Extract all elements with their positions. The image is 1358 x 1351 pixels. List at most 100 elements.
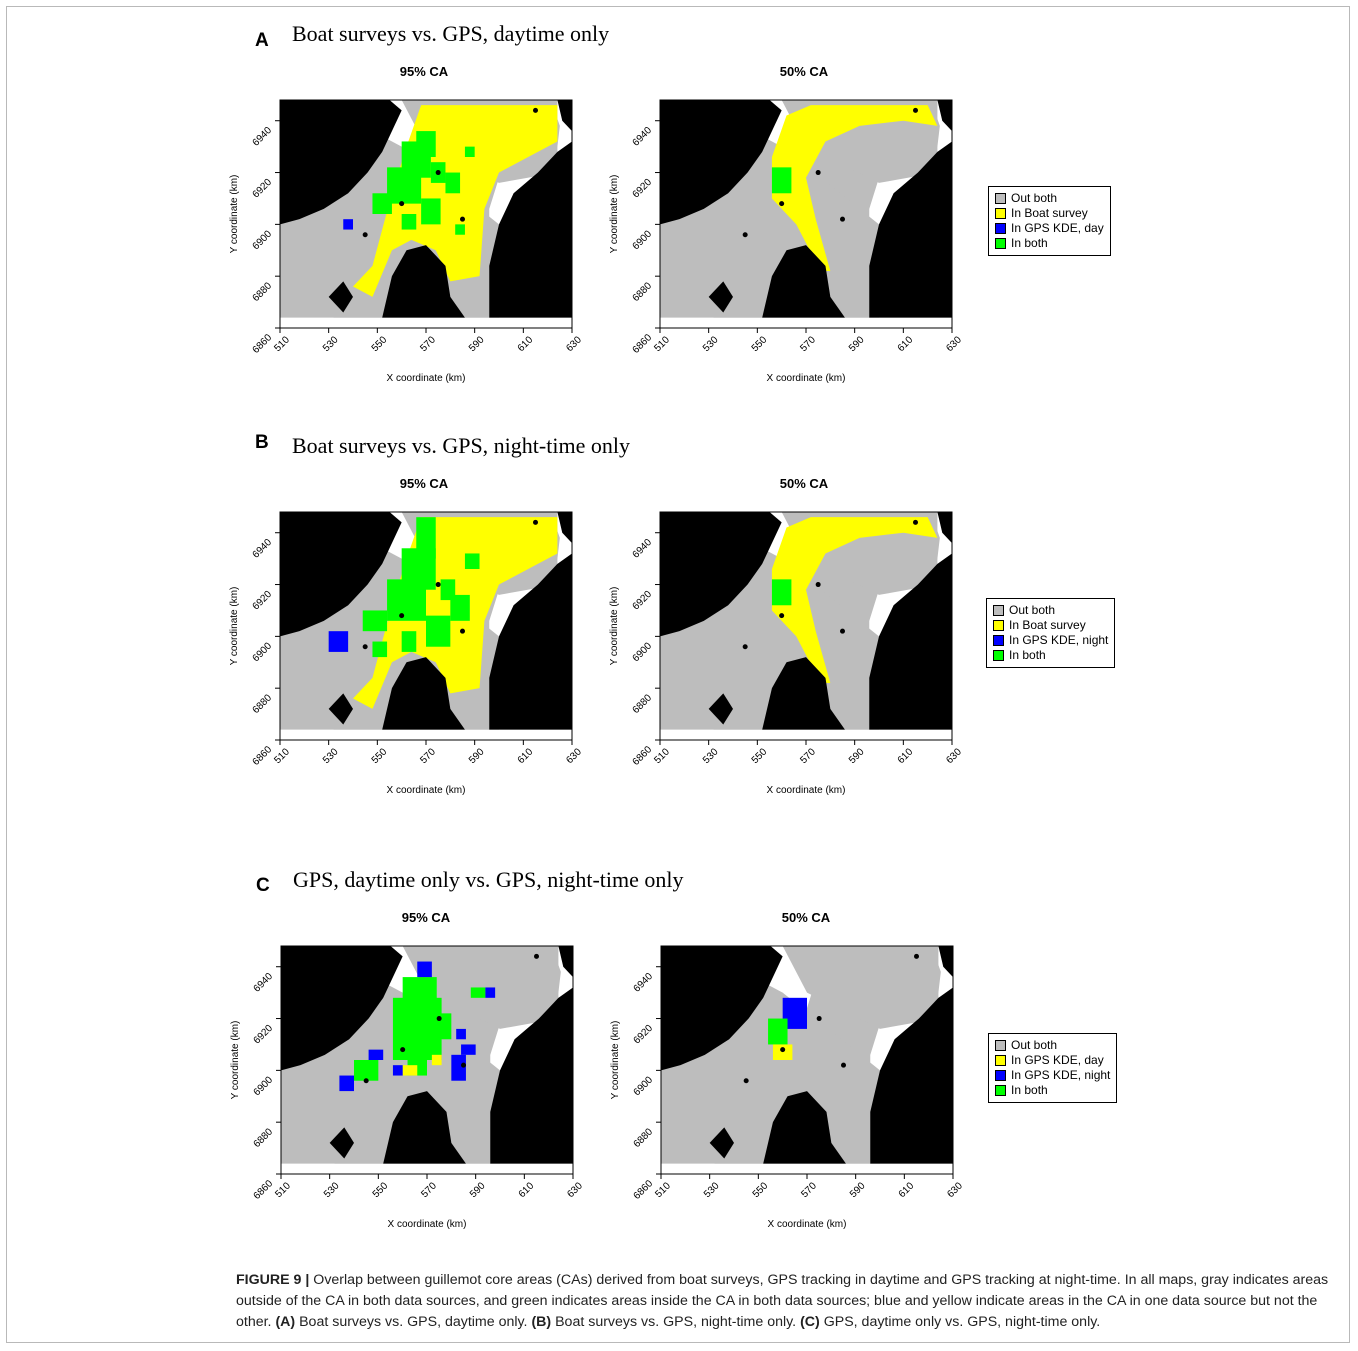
legend-swatch [995, 193, 1006, 204]
x-tick-label: 550 [750, 746, 770, 766]
in-both-cell [771, 579, 792, 606]
x-tick-label: 630 [944, 334, 964, 354]
gps-night-cell [368, 1049, 384, 1060]
land-mass [869, 553, 952, 730]
land-mass [763, 1091, 846, 1164]
x-tick-label: 610 [896, 746, 916, 766]
x-tick-label: 630 [944, 746, 964, 766]
gps-day-cell [431, 1054, 442, 1066]
island [779, 613, 785, 619]
x-axis-label: X coordinate (km) [767, 785, 846, 796]
x-axis-label: X coordinate (km) [387, 373, 466, 384]
y-axis-label: Y coordinate (km) [229, 587, 240, 666]
island [840, 216, 845, 222]
island [841, 1062, 846, 1068]
in-both-cell [354, 1060, 379, 1081]
y-tick-label: 6920 [631, 177, 655, 201]
island [460, 216, 465, 222]
island [400, 1047, 406, 1053]
y-tick-label: 6880 [631, 692, 655, 716]
island [399, 201, 405, 207]
panel-letter-c: C [256, 875, 270, 896]
island [913, 107, 918, 113]
x-axis-label: X coordinate (km) [387, 785, 466, 796]
island [363, 1078, 369, 1084]
island [545, 620, 551, 626]
land-mass [489, 553, 572, 730]
island [780, 1047, 786, 1053]
x-tick-label: 590 [848, 1180, 868, 1200]
legend-label: Out both [1011, 191, 1058, 205]
in-both-cell [362, 610, 388, 632]
x-tick-label: 630 [945, 1180, 965, 1200]
in-both-cell [464, 553, 480, 569]
land-mass [489, 141, 572, 318]
y-tick-label: 6900 [631, 228, 655, 252]
island [815, 582, 821, 588]
legend-swatch [995, 1070, 1006, 1081]
panel-title-c: GPS, daytime only vs. GPS, night-time on… [293, 867, 684, 892]
legend-label: In Boat survey [1011, 206, 1088, 220]
x-tick-label: 510 [653, 1180, 673, 1200]
map-b-50: 510 530 550 570 590 610 630 6860 6880 6900 6920 694… [609, 511, 964, 796]
island [533, 107, 538, 113]
legend-swatch [995, 1085, 1006, 1096]
x-tick-label: 510 [273, 1180, 293, 1200]
legend-c: Out both In GPS KDE, day In GPS KDE, nig… [988, 1033, 1118, 1103]
gps-night-cell [392, 1065, 403, 1076]
island [925, 620, 931, 626]
x-tick-label: 570 [418, 746, 438, 766]
land-mass [937, 512, 952, 544]
legend-item: Out both [995, 191, 1104, 206]
land-mass [490, 987, 573, 1164]
island [460, 628, 465, 634]
gps-only-cell [343, 219, 353, 230]
in-both-cell [401, 214, 417, 230]
panel-title-b: Boat surveys vs. GPS, night-time only [292, 433, 630, 458]
legend-label: Out both [1009, 603, 1056, 617]
island [533, 519, 538, 525]
island [779, 201, 785, 207]
legend-label: In GPS KDE, day [1011, 1053, 1104, 1067]
island [435, 170, 441, 176]
x-tick-label: 530 [702, 1180, 722, 1200]
x-tick-label: 550 [370, 746, 390, 766]
y-tick-label: 6900 [251, 640, 275, 664]
map-title-b-95: 95% CA [399, 476, 449, 491]
x-tick-label: 590 [467, 746, 487, 766]
island [816, 1016, 822, 1022]
in-both-cell [372, 193, 392, 214]
legend-label: In GPS KDE, day [1011, 221, 1104, 235]
x-tick-label: 570 [419, 1180, 439, 1200]
in-both-cell [431, 1013, 452, 1040]
caption-c-text: GPS, daytime only vs. GPS, night-time on… [819, 1314, 1101, 1330]
caption-label: FIGURE 9 | [236, 1272, 310, 1288]
map-title-c-50: 50% CA [781, 910, 831, 925]
y-axis-label: Y coordinate (km) [609, 587, 620, 666]
in-both-cell [470, 987, 486, 998]
in-both-cell [401, 631, 417, 652]
land-mass [557, 100, 572, 132]
gps-night-cell [461, 1044, 476, 1055]
caption-b-label: (B) [531, 1314, 552, 1330]
y-tick-label: 6900 [252, 1074, 276, 1098]
y-tick-label: 6940 [631, 537, 655, 561]
x-tick-label: 630 [564, 334, 584, 354]
x-tick-label: 550 [370, 334, 390, 354]
land-mass [328, 693, 353, 725]
land-mass [382, 657, 465, 730]
gps-night-cell [485, 987, 496, 998]
legend-item: In GPS KDE, day [995, 1053, 1110, 1068]
in-both-cell [464, 146, 475, 157]
legend-item: Out both [995, 1038, 1110, 1053]
legend-item: In Boat survey [993, 618, 1108, 633]
boat-survey-area [353, 105, 558, 297]
y-axis-label: Y coordinate (km) [610, 1021, 621, 1100]
y-tick-label: 6880 [251, 692, 275, 716]
y-tick-label: 6860 [252, 1178, 276, 1202]
panel-letter-b: B [255, 432, 269, 453]
x-axis-label: X coordinate (km) [767, 373, 846, 384]
land-mass [869, 141, 952, 318]
y-tick-label: 6860 [632, 1178, 656, 1202]
land-mass [870, 987, 953, 1164]
